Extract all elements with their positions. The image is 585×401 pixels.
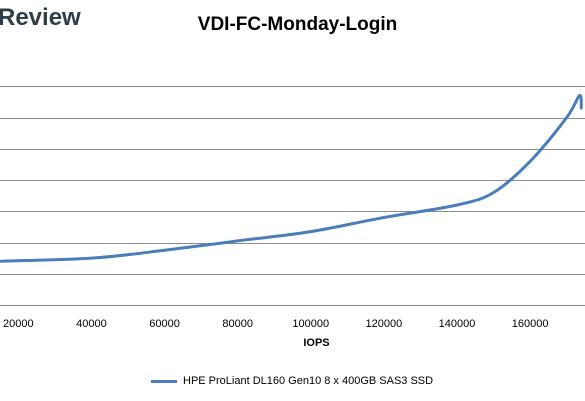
x-tick-label: 60000 — [149, 318, 180, 330]
legend-swatch — [151, 379, 177, 383]
series-line — [0, 94, 583, 263]
x-tick-labels: 20000 40000 60000 80000 100000 120000 140000 16… — [3, 318, 549, 330]
x-tick-label: 20000 — [3, 318, 34, 330]
legend-label: HPE ProLiant DL160 Gen10 8 x 400GB SAS3 … — [183, 375, 434, 387]
x-axis-label: IOPS — [303, 337, 330, 349]
x-tick-label: 120000 — [366, 318, 403, 330]
legend: HPE ProLiant DL160 Gen10 8 x 400GB SAS3 … — [151, 373, 433, 389]
chart-title: VDI-FC-Monday-Login — [197, 14, 398, 35]
gridlines — [0, 86, 585, 306]
x-tick-label: 160000 — [512, 318, 549, 330]
brand-logo-text: Review — [0, 4, 81, 31]
x-tick-label: 80000 — [222, 318, 253, 330]
x-tick-label: 40000 — [76, 318, 107, 330]
x-tick-label: 100000 — [292, 318, 329, 330]
x-tick-label: 140000 — [439, 318, 476, 330]
